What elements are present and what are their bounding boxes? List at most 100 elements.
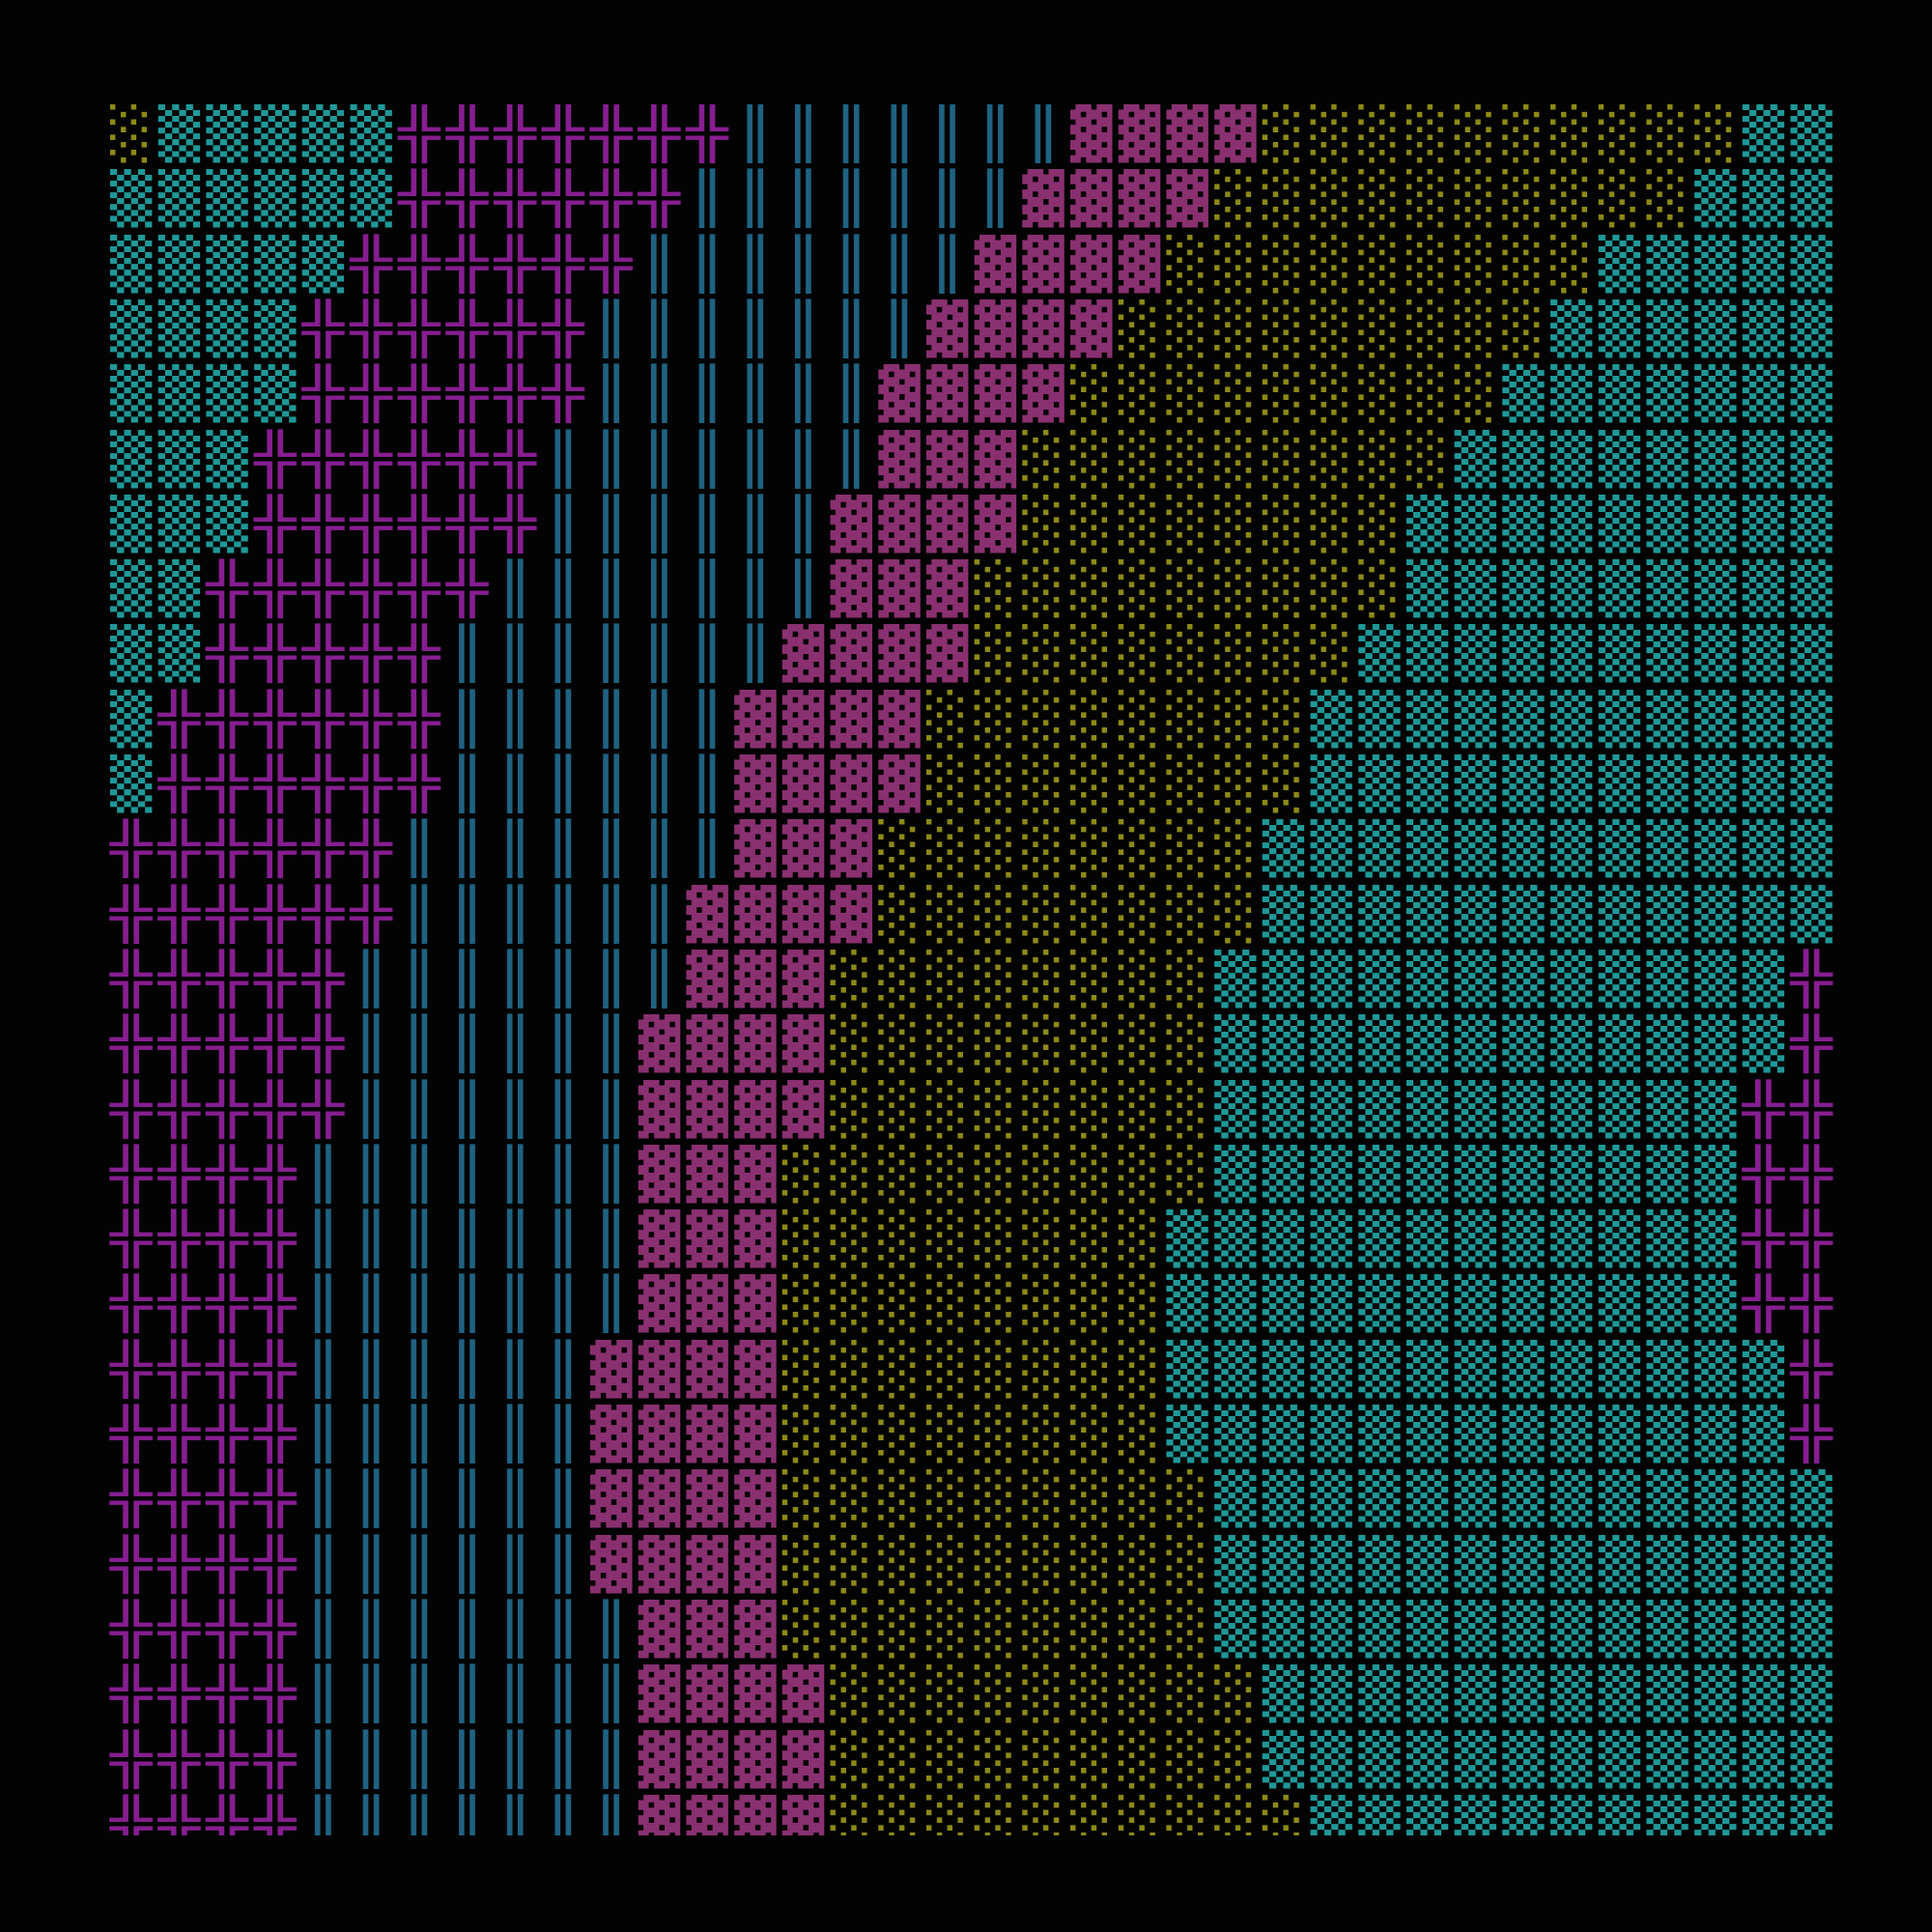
medium-shade-glyph: ▒ <box>1742 1599 1785 1659</box>
dark-shade-glyph: ▓ <box>590 1339 633 1399</box>
medium-shade-glyph: ▒ <box>1454 754 1496 813</box>
light-shade-glyph: ░ <box>1502 104 1545 163</box>
light-shade-glyph: ░ <box>1118 429 1161 488</box>
dark-shade-glyph: ▓ <box>925 559 969 618</box>
double-vertical-glyph: ║ <box>686 234 728 294</box>
light-shade-glyph: ░ <box>925 1599 969 1659</box>
double-vertical-glyph: ║ <box>494 1405 536 1463</box>
dark-shade-glyph: ▓ <box>638 1339 681 1399</box>
double-vertical-glyph: ║ <box>494 1599 536 1659</box>
medium-shade-glyph: ▒ <box>110 169 153 228</box>
double-vertical-glyph: ║ <box>350 1469 392 1528</box>
medium-shade-glyph: ▒ <box>1454 559 1496 618</box>
medium-shade-glyph: ▒ <box>1358 1729 1401 1788</box>
light-shade-glyph: ░ <box>1022 1794 1065 1835</box>
double-vertical-glyph: ║ <box>350 1664 392 1723</box>
medium-shade-glyph: ▒ <box>1742 689 1785 749</box>
double-cross-glyph: ╬ <box>398 104 440 163</box>
dark-shade-glyph: ▓ <box>686 1274 728 1333</box>
light-shade-glyph: ░ <box>1118 689 1161 749</box>
light-shade-glyph: ░ <box>1022 884 1065 944</box>
double-cross-glyph: ╬ <box>542 104 584 163</box>
double-vertical-glyph: ║ <box>878 234 921 294</box>
medium-shade-glyph: ▒ <box>1742 1469 1785 1528</box>
medium-shade-glyph: ▒ <box>1358 1469 1401 1528</box>
double-vertical-glyph: ║ <box>398 1729 440 1788</box>
double-cross-glyph: ╬ <box>301 754 345 813</box>
medium-shade-glyph: ▒ <box>206 298 248 358</box>
light-shade-glyph: ░ <box>1118 819 1161 878</box>
light-shade-glyph: ░ <box>1118 1014 1161 1073</box>
medium-shade-glyph: ▒ <box>1550 1274 1593 1333</box>
double-vertical-glyph: ║ <box>734 169 777 228</box>
dark-shade-glyph: ▓ <box>686 1339 728 1399</box>
dark-shade-glyph: ▓ <box>878 364 921 423</box>
dark-shade-glyph: ▓ <box>974 364 1016 423</box>
medium-shade-glyph: ▒ <box>1598 1014 1641 1073</box>
dark-shade-glyph: ▓ <box>686 1599 728 1659</box>
light-shade-glyph: ░ <box>1166 364 1208 423</box>
light-shade-glyph: ░ <box>1022 1729 1065 1788</box>
medium-shade-glyph: ▒ <box>1550 1469 1593 1528</box>
light-shade-glyph: ░ <box>781 1274 825 1333</box>
light-shade-glyph: ░ <box>1406 364 1449 423</box>
medium-shade-glyph: ▒ <box>1694 1405 1737 1463</box>
double-cross-glyph: ╬ <box>157 754 201 813</box>
double-vertical-glyph: ║ <box>830 429 872 488</box>
double-cross-glyph: ╬ <box>1790 949 1833 1009</box>
medium-shade-glyph: ▒ <box>1358 819 1401 878</box>
medium-shade-glyph: ▒ <box>1262 1534 1305 1594</box>
medium-shade-glyph: ▒ <box>1454 1144 1496 1204</box>
medium-shade-glyph: ▒ <box>1406 1209 1449 1268</box>
medium-shade-glyph: ▒ <box>1550 494 1593 554</box>
light-shade-glyph: ░ <box>830 1534 872 1594</box>
double-cross-glyph: ╬ <box>157 1339 201 1399</box>
double-vertical-glyph: ║ <box>638 364 681 423</box>
dark-shade-glyph: ▓ <box>781 689 825 749</box>
medium-shade-glyph: ▒ <box>1166 1339 1208 1399</box>
medium-shade-glyph: ▒ <box>1358 1664 1401 1723</box>
double-cross-glyph: ╬ <box>110 884 153 944</box>
light-shade-glyph: ░ <box>925 1079 969 1138</box>
light-shade-glyph: ░ <box>925 819 969 878</box>
medium-shade-glyph: ▒ <box>1694 754 1737 813</box>
double-vertical-glyph: ║ <box>925 234 969 294</box>
double-vertical-glyph: ║ <box>350 1405 392 1463</box>
medium-shade-glyph: ▒ <box>1262 1079 1305 1138</box>
double-vertical-glyph: ║ <box>445 1469 489 1528</box>
light-shade-glyph: ░ <box>1214 624 1257 683</box>
light-shade-glyph: ░ <box>1262 754 1305 813</box>
double-vertical-glyph: ║ <box>590 429 633 488</box>
double-cross-glyph: ╬ <box>206 1794 248 1835</box>
double-cross-glyph: ╬ <box>206 1274 248 1333</box>
medium-shade-glyph: ▒ <box>1646 819 1689 878</box>
light-shade-glyph: ░ <box>1358 234 1401 294</box>
light-shade-glyph: ░ <box>1262 298 1305 358</box>
light-shade-glyph: ░ <box>1310 364 1352 423</box>
light-shade-glyph: ░ <box>1598 104 1641 163</box>
double-cross-glyph: ╬ <box>254 624 297 683</box>
dark-shade-glyph: ▓ <box>878 429 921 488</box>
medium-shade-glyph: ▒ <box>1454 429 1496 488</box>
medium-shade-glyph: ▒ <box>1598 1729 1641 1788</box>
light-shade-glyph: ░ <box>925 884 969 944</box>
double-vertical-glyph: ║ <box>445 884 489 944</box>
medium-shade-glyph: ▒ <box>1742 819 1785 878</box>
double-cross-glyph: ╬ <box>1790 1274 1833 1333</box>
light-shade-glyph: ░ <box>878 1144 921 1204</box>
light-shade-glyph: ░ <box>110 104 153 163</box>
medium-shade-glyph: ▒ <box>1454 494 1496 554</box>
medium-shade-glyph: ▒ <box>1310 1339 1352 1399</box>
light-shade-glyph: ░ <box>1022 1469 1065 1528</box>
medium-shade-glyph: ▒ <box>1790 1599 1833 1659</box>
double-vertical-glyph: ║ <box>445 1729 489 1788</box>
light-shade-glyph: ░ <box>1070 624 1113 683</box>
light-shade-glyph: ░ <box>830 1339 872 1399</box>
medium-shade-glyph: ▒ <box>1742 624 1785 683</box>
medium-shade-glyph: ▒ <box>1454 1274 1496 1333</box>
light-shade-glyph: ░ <box>1262 169 1305 228</box>
medium-shade-glyph: ▒ <box>1646 1209 1689 1268</box>
light-shade-glyph: ░ <box>1262 104 1305 163</box>
light-shade-glyph: ░ <box>974 1534 1016 1594</box>
double-cross-glyph: ╬ <box>254 429 297 488</box>
